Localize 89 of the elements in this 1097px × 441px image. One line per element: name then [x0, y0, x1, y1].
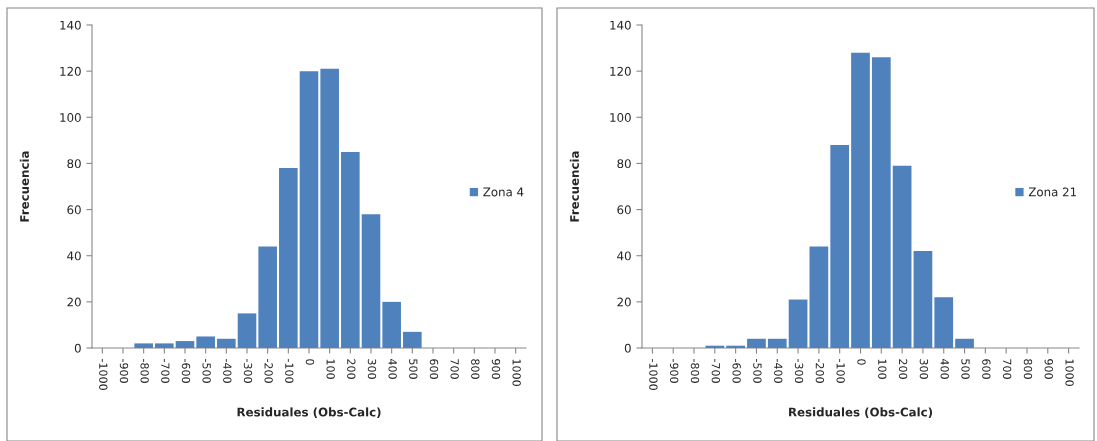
x-tick-label: -200	[815, 358, 825, 383]
x-tick-label: 600	[429, 359, 439, 379]
bar	[258, 246, 277, 348]
y-tick-label: 0	[624, 343, 631, 353]
legend-label: Zona 4	[483, 187, 524, 197]
bar	[851, 52, 870, 348]
bar	[279, 168, 298, 348]
x-tick-label: -500	[202, 358, 211, 383]
bar	[382, 301, 401, 348]
x-tick-label: 800	[1023, 359, 1033, 379]
bar	[341, 151, 360, 348]
y-axis-title: Frecuencia	[19, 151, 29, 222]
x-tick-label: -1000	[649, 358, 658, 390]
bar	[134, 343, 153, 348]
bar	[913, 251, 933, 348]
x-tick-label: 200	[347, 359, 356, 379]
x-tick-label: 1000	[512, 359, 521, 386]
y-tick-label: 80	[67, 159, 81, 169]
x-tick-label: 200	[898, 359, 908, 379]
y-tick-label: 40	[617, 251, 631, 261]
bar	[299, 71, 319, 348]
x-tick-label: 500	[961, 359, 970, 379]
y-tick-label: 100	[60, 113, 81, 122]
bar	[871, 57, 891, 348]
bar	[361, 214, 381, 348]
x-tick-label: -300	[794, 358, 804, 383]
y-tick-label: 20	[617, 297, 631, 307]
x-tick-label: 100	[878, 359, 887, 379]
x-axis-title: Residuales (Obs-Calc)	[789, 407, 933, 418]
x-tick-label: 900	[491, 359, 501, 379]
x-tick-label: 100	[326, 359, 335, 379]
y-tick-label: 0	[74, 343, 81, 353]
bar	[788, 299, 808, 348]
y-tick-label: 140	[610, 20, 631, 30]
x-tick-label: -700	[711, 358, 721, 383]
x-tick-label: -600	[732, 358, 741, 383]
x-tick-label: -200	[264, 358, 273, 383]
bar	[196, 336, 215, 348]
x-tick-label: 700	[1002, 359, 1012, 379]
bar	[767, 338, 787, 348]
x-tick-label: 400	[388, 358, 397, 379]
y-tick-label: 120	[610, 66, 631, 76]
x-tick-label: -400	[774, 358, 783, 383]
x-tick-label: -800	[690, 358, 700, 383]
bar	[830, 144, 850, 348]
x-tick-label: 0	[857, 359, 866, 365]
x-tick-label: -1000	[99, 358, 108, 390]
y-tick-label: 140	[60, 20, 81, 30]
y-tick-label: 40	[67, 251, 81, 261]
x-tick-label: -500	[753, 358, 762, 383]
y-tick-label: 100	[610, 113, 631, 122]
x-tick-label: 900	[1044, 359, 1053, 379]
bar	[403, 331, 422, 348]
bar	[955, 338, 974, 348]
x-tick-label: 1000	[1065, 359, 1074, 386]
bar	[747, 338, 766, 348]
x-tick-label: 500	[409, 359, 418, 379]
x-tick-label: 400	[940, 358, 949, 379]
bar	[934, 297, 954, 348]
x-tick-label: 700	[450, 359, 459, 379]
x-tick-label: 300	[367, 359, 377, 379]
y-tick-label: 120	[60, 66, 81, 76]
y-axis-title: Frecuencia	[569, 151, 579, 222]
x-tick-label: 800	[471, 359, 480, 379]
bar	[155, 343, 174, 348]
x-tick-label: -800	[140, 358, 149, 383]
bar	[809, 246, 829, 348]
bar	[175, 341, 195, 348]
y-tick-label: 20	[67, 297, 81, 307]
bar	[217, 338, 236, 348]
x-tick-label: -300	[243, 358, 253, 383]
bar	[237, 313, 257, 348]
x-tick-label: -400	[223, 358, 232, 383]
x-tick-label: -900	[669, 358, 679, 383]
legend-label: Zona 21	[1028, 187, 1077, 197]
x-tick-label: -700	[161, 358, 170, 383]
x-tick-label: -900	[119, 358, 129, 383]
x-tick-label: -100	[836, 358, 845, 383]
x-tick-label: 600	[982, 359, 991, 379]
x-tick-label: 300	[919, 359, 929, 379]
y-tick-label: 60	[617, 205, 631, 215]
bar	[892, 165, 912, 348]
x-axis-title: Residuales (Obs-Calc)	[237, 407, 381, 418]
x-tick-label: -100	[285, 358, 294, 383]
x-tick-label: 0	[305, 359, 315, 365]
bar	[320, 68, 339, 348]
y-tick-label: 80	[617, 159, 631, 169]
x-tick-label: -600	[181, 358, 191, 383]
y-tick-label: 60	[67, 205, 81, 215]
